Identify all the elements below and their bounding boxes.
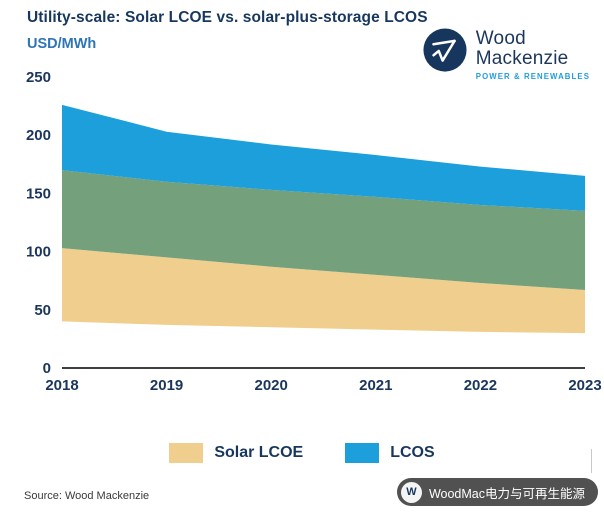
legend-label-lcos: LCOS — [390, 444, 435, 461]
legend-swatch-lcos — [345, 443, 380, 463]
divider — [591, 449, 592, 473]
watermark-logo-icon: W — [400, 481, 422, 503]
legend-label-solar-lcoe: Solar LCOE — [214, 444, 304, 461]
area-chart: 0 50 100 150 200 250 2018 2019 2020 2021 2022 2023 — [26, 69, 602, 394]
chart-legend: Solar LCOE LCOS — [0, 442, 604, 464]
legend-item-lcos: LCOS — [345, 443, 435, 463]
legend-swatch-solar-lcoe — [169, 443, 204, 463]
logo-tagline: POWER & RENEWABLES — [475, 71, 590, 81]
chart-header: Utility-scale: Solar LCOE vs. solar-plus… — [0, 0, 604, 60]
y-tick-label: 150 — [26, 185, 51, 202]
woodmac-logo-text: Wood Mackenzie POWER & RENEWABLES — [476, 27, 590, 81]
woodmac-logo-icon — [423, 28, 467, 72]
chart-band-1 — [62, 170, 585, 290]
y-tick-label: 0 — [43, 360, 51, 377]
chart-band-2 — [62, 104, 585, 211]
chart-band-0 — [62, 248, 585, 334]
logo-word-2: Mackenzie — [475, 47, 569, 69]
x-tick-label: 2021 — [359, 377, 392, 394]
woodmac-logo: Wood Mackenzie POWER & RENEWABLES — [422, 27, 590, 81]
watermark-badge: W WoodMac电力与可再生能源 — [396, 478, 598, 506]
source-caption: Source: Wood Mackenzie — [24, 490, 150, 502]
y-tick-label: 250 — [26, 69, 51, 86]
y-tick-label: 200 — [26, 127, 51, 144]
x-tick-label: 2023 — [568, 377, 601, 394]
legend-item-solar-lcoe: Solar LCOE — [169, 443, 303, 463]
x-tick-label: 2020 — [255, 377, 288, 394]
logo-word-1: Wood — [475, 28, 526, 49]
y-tick-label: 100 — [26, 244, 51, 261]
y-tick-label: 50 — [34, 302, 51, 319]
x-tick-label: 2022 — [464, 377, 497, 394]
y-axis-unit-label: USD/MWh — [27, 36, 97, 52]
page-title: Utility-scale: Solar LCOE vs. solar-plus… — [27, 9, 428, 26]
x-tick-label: 2018 — [45, 377, 78, 394]
x-tick-label: 2019 — [150, 377, 183, 394]
watermark-text: WoodMac电力与可再生能源 — [428, 486, 585, 501]
